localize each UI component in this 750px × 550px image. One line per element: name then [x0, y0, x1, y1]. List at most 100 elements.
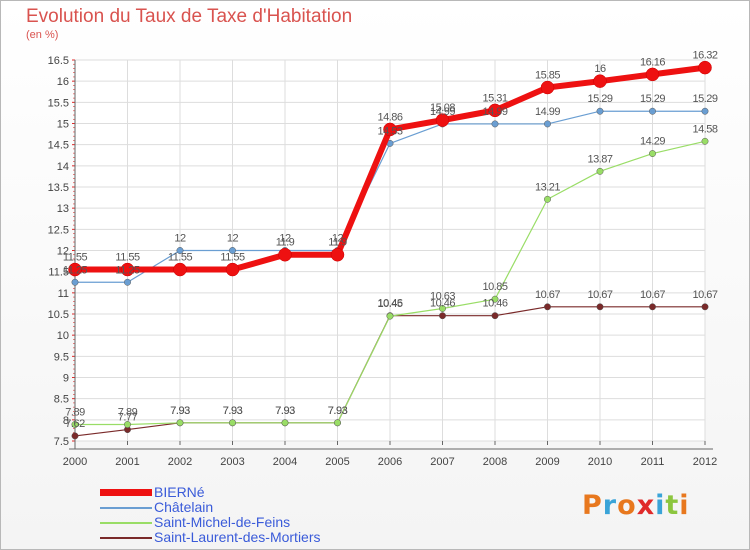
data-point	[439, 305, 446, 312]
legend-label: BIERNé	[154, 484, 205, 500]
data-point	[701, 107, 709, 115]
logo-letter: P	[582, 490, 603, 521]
data-label: 15.29	[587, 93, 612, 105]
data-label: 10.67	[587, 289, 612, 301]
x-tick-label: 2006	[378, 456, 402, 468]
logo-letter: i	[655, 490, 666, 521]
data-label: 16	[594, 63, 606, 75]
data-label: 11.9	[276, 237, 295, 249]
data-point	[593, 74, 607, 88]
data-label: 7.77	[118, 412, 138, 424]
data-point	[281, 419, 289, 427]
data-label: 14.99	[430, 106, 455, 118]
data-point	[544, 120, 551, 128]
legend-swatch	[100, 489, 152, 496]
data-point	[491, 312, 499, 320]
data-label: 10.45	[377, 298, 402, 310]
data-point	[698, 60, 712, 75]
data-point	[71, 278, 79, 286]
data-label: 16.32	[692, 50, 717, 62]
logo-letter: x	[636, 490, 656, 521]
y-tick-label: 12	[57, 246, 69, 258]
logo-letter: r	[602, 490, 618, 521]
legend-item: Châtelain	[100, 500, 321, 515]
logo-letter: o	[617, 490, 637, 521]
data-point	[540, 80, 555, 95]
proxiti-logo: Proxiti	[582, 490, 690, 521]
y-tick-label: 13	[57, 203, 69, 215]
axes: 7.5 8 8.5 9 9.5 10 10.5 11 11.5 12 12.5 13 13.5 14 14.…	[48, 55, 718, 468]
data-label: 15.31	[482, 92, 507, 104]
x-tick-label: 2007	[430, 456, 454, 468]
data-label: 14.53	[377, 125, 402, 137]
data-label: 10.46	[482, 298, 507, 310]
y-tick-label: 14.5	[48, 140, 69, 152]
legend-label: Saint-Laurent-des-Mortiers	[154, 529, 321, 545]
data-label: 11.25	[63, 264, 88, 276]
y-tick-label: 8.5	[54, 394, 69, 406]
legend: BIERNé Châtelain Saint-Michel-de-Feins Sain…	[100, 485, 321, 545]
x-tick-label: 2009	[535, 456, 559, 468]
data-point	[649, 150, 656, 158]
data-point	[120, 262, 135, 277]
legend-label: Saint-Michel-de-Feins	[154, 514, 291, 530]
data-labels: 11.55 11.55 11.55 11.55 11.9 11.9 14.86 15.08 15…	[63, 50, 719, 430]
data-label: 7.93	[170, 405, 190, 417]
data-label: 7.93	[223, 405, 243, 417]
data-point	[596, 107, 604, 115]
data-label: 10.63	[430, 290, 455, 302]
data-label: 15.85	[535, 70, 560, 82]
legend-item: Saint-Laurent-des-Mortiers	[100, 530, 321, 545]
chart-subtitle: (en %)	[26, 29, 59, 41]
y-tick-label: 11	[58, 288, 69, 300]
legend-item: BIERNé	[100, 485, 321, 500]
x-tick-label: 2011	[641, 456, 665, 468]
data-label: 10.67	[692, 289, 717, 301]
data-point	[124, 278, 131, 286]
data-point	[386, 312, 394, 320]
x-tick-label: 2008	[483, 456, 507, 468]
data-point	[176, 419, 184, 427]
data-label: 13.21	[535, 181, 560, 193]
data-point	[488, 103, 502, 118]
data-point	[225, 262, 240, 277]
data-point	[596, 303, 604, 311]
y-tick-label: 9	[63, 373, 69, 385]
y-tick-label: 10	[57, 330, 69, 342]
data-point	[701, 137, 709, 145]
x-tick-label: 2012	[693, 456, 717, 468]
data-point	[645, 67, 660, 82]
data-label: 10.46	[430, 298, 455, 310]
data-label: 13.87	[587, 153, 612, 165]
series-lines	[68, 60, 712, 440]
y-tick-label: 16	[57, 76, 69, 88]
y-tick-label: 15	[57, 119, 69, 131]
data-label: 11.55	[168, 252, 193, 264]
data-label: 14.99	[482, 106, 507, 118]
data-label: 11.25	[115, 264, 140, 276]
data-point	[491, 295, 499, 303]
data-label: 7.89	[118, 406, 138, 418]
x-tick-label: 2002	[168, 456, 192, 468]
data-label: 11.55	[220, 252, 245, 264]
data-point	[334, 419, 341, 427]
data-point	[229, 419, 236, 427]
data-label: 10.85	[482, 281, 507, 293]
data-point	[649, 303, 656, 311]
data-label: 12	[174, 233, 186, 245]
data-label: 11.55	[63, 252, 88, 264]
x-tick-label: 2004	[273, 456, 297, 468]
legend-swatch	[100, 536, 152, 539]
data-point	[229, 247, 236, 254]
data-label: 14.86	[377, 111, 402, 123]
x-tick-label: 2001	[115, 456, 139, 468]
data-point	[435, 113, 450, 127]
y-tick-label: 9.5	[54, 351, 69, 363]
data-label: 15.29	[640, 93, 665, 105]
legend-swatch	[100, 521, 152, 524]
data-point	[491, 120, 499, 128]
data-point	[701, 303, 709, 311]
data-point	[124, 421, 131, 428]
y-tick-label: 15.5	[48, 97, 69, 109]
